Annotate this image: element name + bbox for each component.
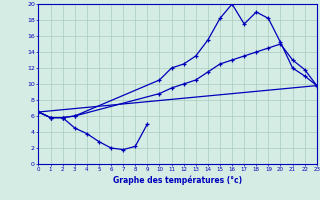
X-axis label: Graphe des températures (°c): Graphe des températures (°c) xyxy=(113,175,242,185)
